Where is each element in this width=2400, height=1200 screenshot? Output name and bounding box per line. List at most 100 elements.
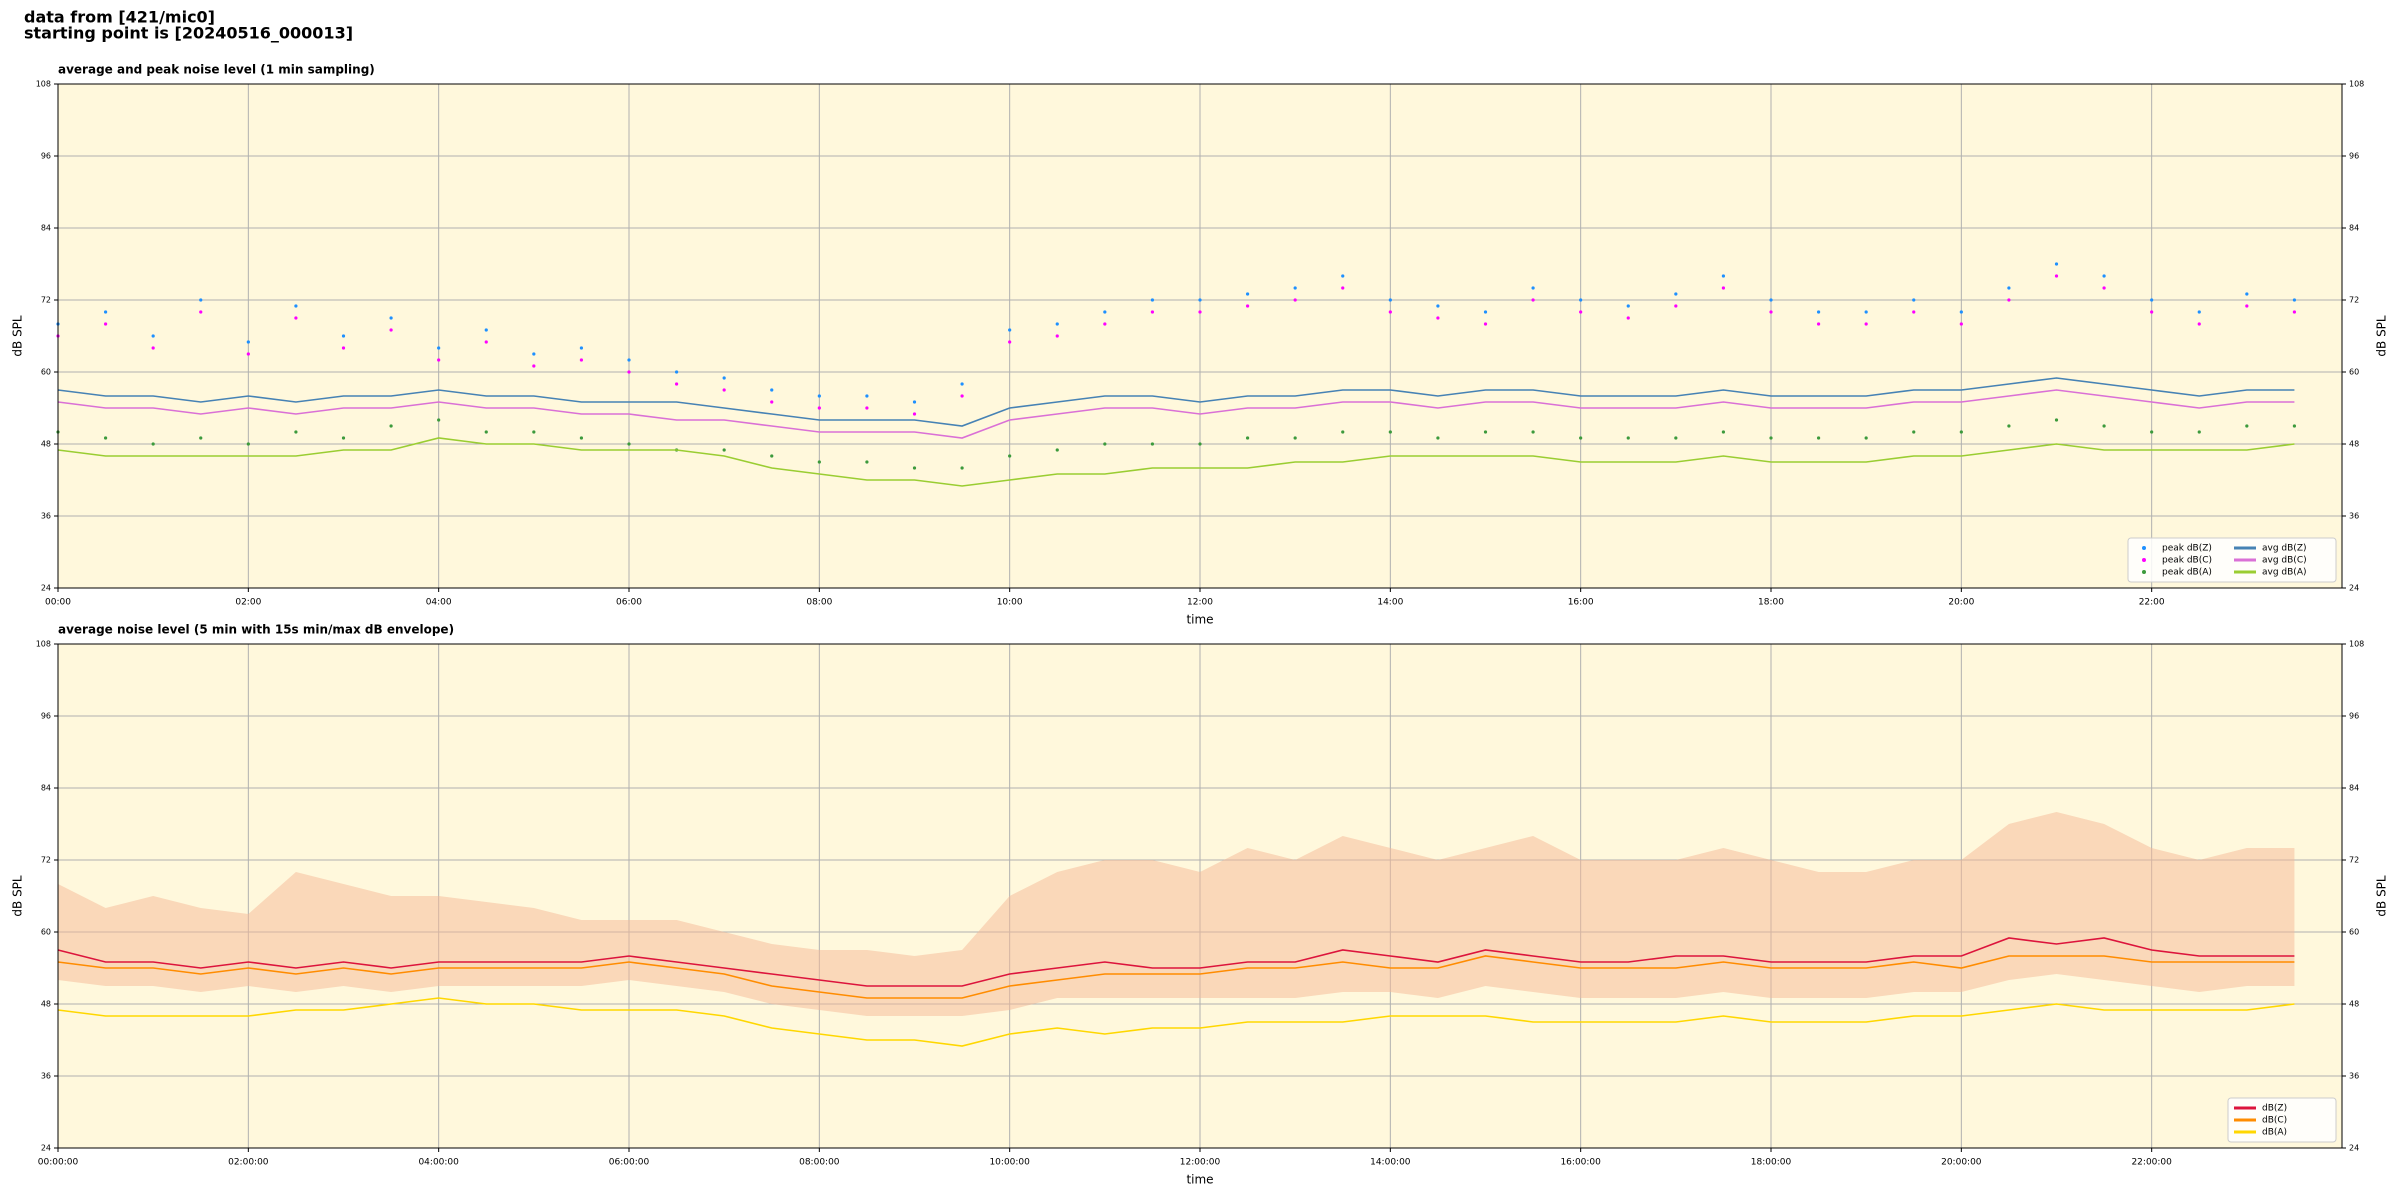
- x-tick-label: 00:00: [45, 598, 71, 608]
- y2-tick-label: 24: [2349, 1144, 2359, 1153]
- x-tick-label: 22:00: [2139, 598, 2165, 608]
- peak-point: [960, 394, 964, 398]
- peak-point: [865, 460, 869, 464]
- x-tick-label: 18:00:00: [1751, 1158, 1792, 1168]
- legend-label: dB(A): [2262, 1128, 2287, 1138]
- series-line: [57, 937, 2295, 987]
- peak-point: [960, 466, 964, 470]
- peak-point: [1341, 430, 1345, 434]
- y2-axis-label: dB SPL: [2375, 315, 2389, 357]
- legend-marker: [2142, 558, 2146, 562]
- peak-point: [199, 310, 203, 314]
- envelope-area: [58, 812, 2295, 1016]
- y2-tick-label: 96: [2349, 152, 2359, 161]
- peak-point: [674, 382, 679, 386]
- y-tick-label: 24: [41, 584, 51, 593]
- peak-point: [579, 436, 584, 440]
- x-tick-label: 04:00: [426, 598, 452, 608]
- y-tick-label: 84: [41, 224, 51, 233]
- y2-tick-label: 108: [2349, 640, 2364, 649]
- peak-point: [960, 382, 964, 386]
- peak-point: [1864, 322, 1868, 326]
- peak-point: [627, 442, 631, 446]
- peak-point: [1959, 430, 1963, 434]
- peak-point: [1721, 274, 1726, 278]
- y-tick-label: 72: [41, 856, 51, 865]
- peak-point: [1293, 286, 1297, 290]
- peak-point: [1150, 298, 1155, 302]
- peak-point: [1341, 286, 1345, 290]
- y2-axis-label: dB SPL: [2375, 875, 2389, 917]
- peak-point: [2102, 286, 2106, 290]
- peak-point: [2007, 286, 2011, 290]
- peak-point: [1769, 310, 1773, 314]
- peak-point: [2245, 304, 2249, 308]
- peak-point: [1436, 316, 1440, 320]
- peak-point: [341, 436, 346, 440]
- peak-point: [1579, 298, 1583, 302]
- y-tick-label: 36: [41, 512, 51, 521]
- peak-point: [1483, 322, 1488, 326]
- x-tick-label: 14:00: [1377, 598, 1403, 608]
- series-line: [57, 377, 2295, 427]
- peak-point: [1245, 304, 1250, 308]
- x-tick-label: 02:00:00: [228, 1158, 269, 1168]
- x-tick-label: 08:00:00: [799, 1158, 840, 1168]
- peak-point: [1531, 286, 1535, 290]
- peak-point: [389, 424, 393, 428]
- legend-marker: [2142, 570, 2146, 574]
- legend-label: avg dB(Z): [2262, 544, 2307, 554]
- peak-point: [1864, 436, 1868, 440]
- peak-point: [1198, 298, 1202, 302]
- peak-point: [2054, 262, 2059, 266]
- x-tick-label: 22:00:00: [2131, 1158, 2172, 1168]
- peak-point: [1198, 310, 1202, 314]
- peak-point: [1912, 298, 1916, 302]
- peak-point: [865, 394, 869, 398]
- peak-point: [1150, 310, 1155, 314]
- peak-point: [1436, 436, 1440, 440]
- peak-point: [1769, 298, 1773, 302]
- peak-point: [2197, 310, 2201, 314]
- peak-point: [2102, 424, 2106, 428]
- y-tick-label: 72: [41, 296, 51, 305]
- legend-label: peak dB(C): [2162, 556, 2212, 566]
- peak-point: [1912, 310, 1916, 314]
- x-tick-label: 12:00:00: [1180, 1158, 1221, 1168]
- peak-point: [1864, 310, 1868, 314]
- peak-point: [1436, 304, 1440, 308]
- peak-point: [912, 412, 917, 416]
- peak-point: [2245, 424, 2249, 428]
- peak-point: [1626, 436, 1630, 440]
- peak-point: [341, 346, 346, 350]
- peak-point: [151, 334, 155, 338]
- series-line: [57, 997, 2295, 1047]
- x-axis-label: time: [1186, 613, 1213, 627]
- y2-tick-label: 60: [2349, 368, 2359, 377]
- peak-point: [722, 376, 726, 380]
- peak-point: [437, 418, 441, 422]
- y-tick-label: 60: [41, 928, 51, 937]
- peak-point: [1531, 298, 1535, 302]
- x-tick-label: 20:00: [1948, 598, 1974, 608]
- peak-point: [627, 370, 631, 374]
- peak-point: [1103, 442, 1107, 446]
- peak-point: [1055, 448, 1059, 452]
- peak-point: [103, 436, 108, 440]
- peak-point: [1816, 310, 1821, 314]
- peak-point: [2054, 274, 2059, 278]
- peak-point: [817, 406, 821, 410]
- peak-point: [246, 352, 250, 356]
- peak-point: [2150, 430, 2154, 434]
- y-tick-label: 108: [36, 80, 51, 89]
- peak-point: [437, 346, 441, 350]
- peak-point: [1959, 310, 1963, 314]
- peak-point: [1245, 436, 1250, 440]
- x-tick-label: 04:00:00: [418, 1158, 459, 1168]
- series-line: [57, 437, 2295, 487]
- peak-point: [1721, 430, 1726, 434]
- peak-point: [294, 304, 298, 308]
- legend-label: peak dB(A): [2162, 568, 2212, 578]
- peak-point: [1483, 430, 1488, 434]
